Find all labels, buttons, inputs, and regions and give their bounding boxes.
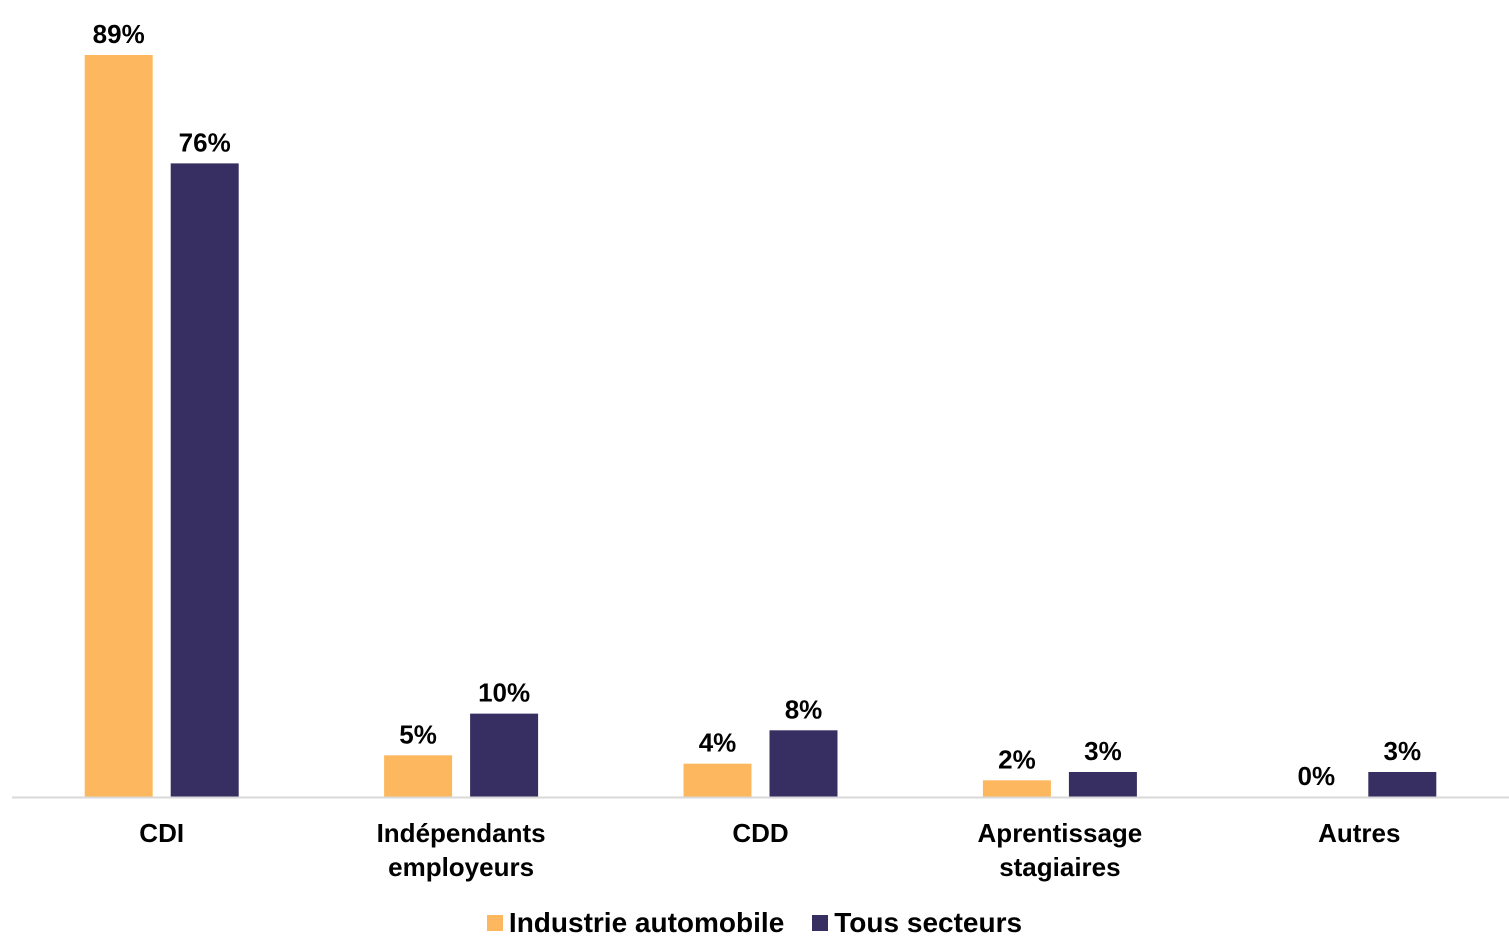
category-label-independants-employeurs: Indépendants employeurs bbox=[377, 818, 546, 882]
category-label-cdi: CDI bbox=[139, 818, 184, 848]
legend-item-tous-secteurs: Tous secteurs bbox=[812, 907, 1022, 939]
value-label-cdi-tous-secteurs: 76% bbox=[179, 127, 231, 157]
value-label-aprentissage-stagiaires-industrie-automobile: 2% bbox=[998, 744, 1036, 774]
legend-swatch-industrie-automobile bbox=[486, 915, 503, 931]
bar-independants-employeurs-industrie-automobile bbox=[384, 755, 453, 797]
legend-item-industrie-automobile: Industrie automobile bbox=[486, 907, 785, 939]
value-label-cdd-industrie-automobile: 4% bbox=[699, 728, 737, 758]
value-label-autres-industrie-automobile: 0% bbox=[1298, 761, 1336, 791]
value-label-autres-tous-secteurs: 3% bbox=[1384, 736, 1422, 766]
legend-swatch-tous-secteurs bbox=[812, 915, 829, 931]
value-label-independants-employeurs-tous-secteurs: 10% bbox=[478, 678, 530, 708]
category-labels-group: CDI Indépendants employeurs CDD Aprentissage… bbox=[139, 818, 1400, 882]
value-label-independants-employeurs-industrie-automobile: 5% bbox=[399, 719, 437, 749]
bar-aprentissage-stagiaires-tous-secteurs bbox=[1068, 771, 1137, 797]
value-label-aprentissage-stagiaires-tous-secteurs: 3% bbox=[1084, 736, 1122, 766]
bar-aprentissage-stagiaires-industrie-automobile bbox=[982, 780, 1051, 797]
value-label-cdi-industrie-automobile: 89% bbox=[93, 19, 145, 49]
bars-group bbox=[84, 55, 1437, 797]
legend: Industrie automobile Tous secteurs bbox=[0, 903, 1509, 943]
legend-label-tous-secteurs: Tous secteurs bbox=[834, 907, 1023, 938]
category-label-aprentissage-stagiaires: Aprentissage stagiaires bbox=[978, 818, 1143, 882]
category-label-cdd: CDD bbox=[732, 818, 788, 848]
bar-cdi-tous-secteurs bbox=[170, 163, 239, 797]
bar-autres-tous-secteurs bbox=[1368, 771, 1437, 797]
bar-independants-employeurs-tous-secteurs bbox=[470, 713, 539, 797]
bar-cdi-industrie-automobile bbox=[84, 55, 153, 797]
value-labels-group: 89% 76% 5% 10% 4% 8% 2% 3% 0% 3% bbox=[93, 19, 1421, 791]
category-label-autres: Autres bbox=[1318, 818, 1400, 848]
bar-cdd-industrie-automobile bbox=[683, 763, 752, 797]
value-label-cdd-tous-secteurs: 8% bbox=[785, 694, 823, 724]
bar-cdd-tous-secteurs bbox=[769, 730, 838, 797]
legend-label-industrie-automobile: Industrie automobile bbox=[508, 907, 785, 938]
